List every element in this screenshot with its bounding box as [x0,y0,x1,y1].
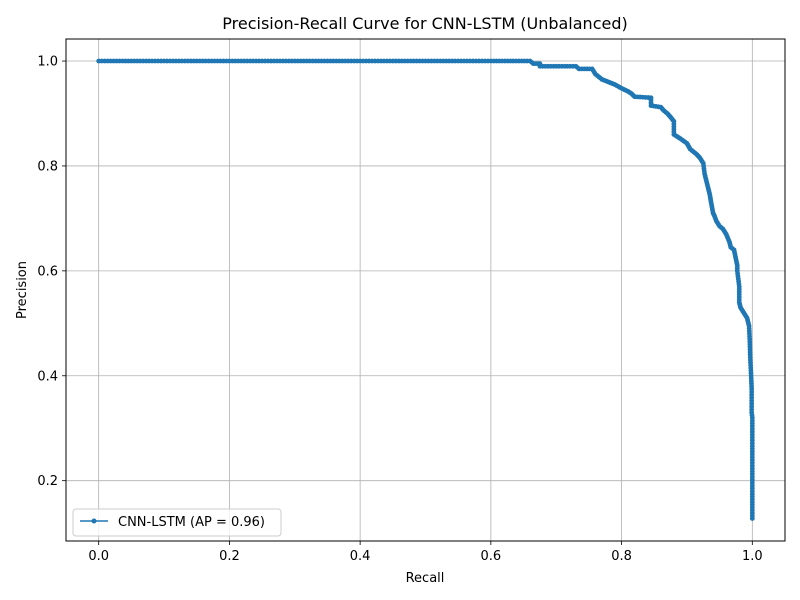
series-layer [96,58,755,521]
x-tick-label: 0.4 [350,549,371,564]
x-tick-label: 0.0 [88,549,109,564]
chart-title: Precision-Recall Curve for CNN-LSTM (Unb… [222,14,627,33]
y-tick-label: 0.8 [37,159,58,174]
x-tick-label: 1.0 [742,549,763,564]
y-tick-label: 1.0 [37,55,58,70]
x-tick-label: 0.6 [481,549,502,564]
x-axis-label: Recall [406,571,445,586]
y-tick-label: 0.2 [37,474,58,489]
legend-label: CNN-LSTM (AP = 0.96) [118,515,265,530]
y-tick-label: 0.6 [37,264,58,279]
series-points [96,58,755,521]
legend-box [72,508,282,537]
y-tick-label: 0.4 [37,369,58,384]
axis-ticks: 0.0 0.2 0.4 0.6 0.8 1.0 0.2 0.4 0.6 0.8 1.0 [37,55,762,564]
x-tick-label: 0.8 [611,549,632,564]
plot-frame [65,38,786,542]
data-point [749,516,755,521]
x-tick-label: 0.2 [219,549,240,564]
y-axis-label: Precision [15,261,30,319]
legend: CNN-LSTM (AP = 0.96) [72,508,282,537]
legend-marker-swatch [91,518,97,524]
